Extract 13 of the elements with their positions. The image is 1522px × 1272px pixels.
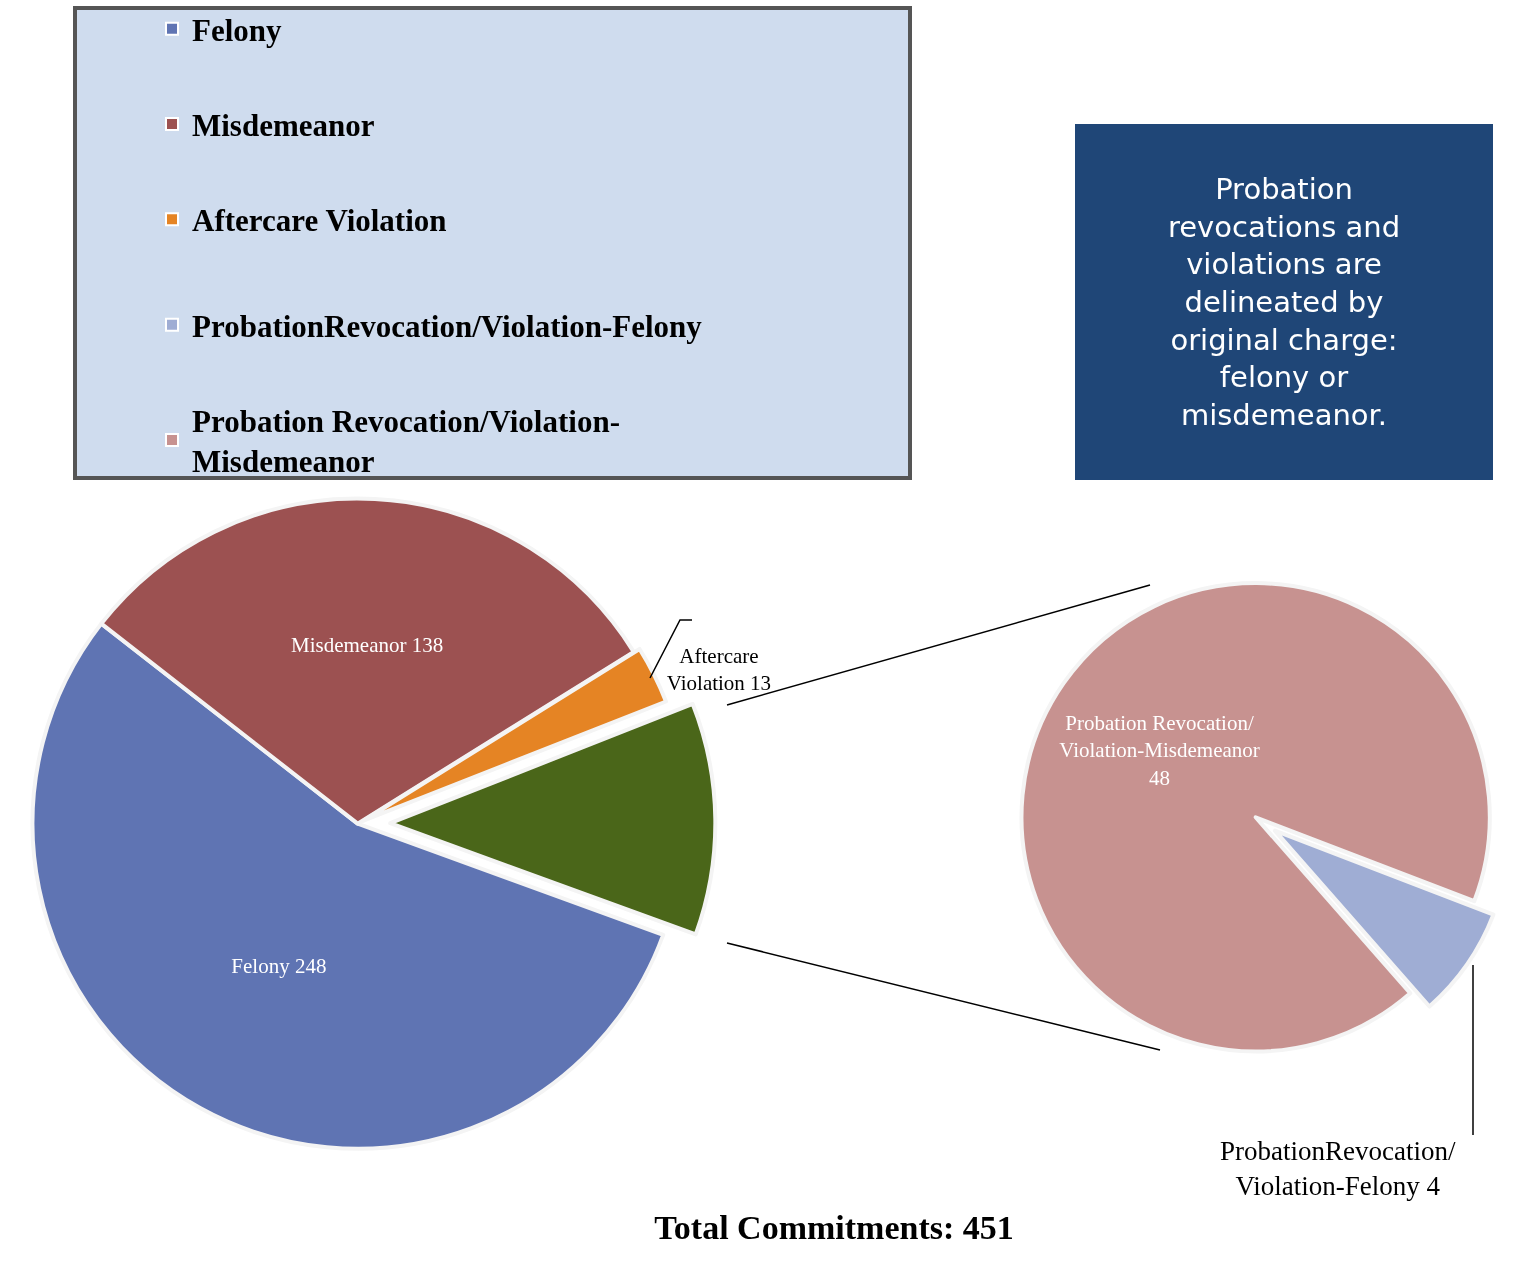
- data-label: 48: [1149, 765, 1171, 790]
- legend-label: Felony: [192, 12, 283, 48]
- category-label: Misdemeanor 138: [291, 633, 444, 658]
- legend-label: Misdemeanor: [192, 108, 375, 144]
- category-label: Felony 248: [231, 953, 327, 978]
- legend-label: Probation Revocation/Violation-Misdemeanor: [192, 404, 620, 480]
- text: Total Commitments: 451: [654, 1209, 1014, 1247]
- category-label: ProbationRevocation/Violation-Felony 4: [1220, 1136, 1456, 1202]
- text: Probation revocations and violations are delineated by original charge: felony or misdemeanor.: [1167, 171, 1401, 433]
- legend-label: ProbationRevocation/Violation-Felony: [192, 308, 703, 344]
- slice-label: Probation Revocation/Violation-Misdemeanor: [1059, 711, 1260, 763]
- legend-label: Aftercare Violation: [192, 203, 447, 239]
- category-label: Aftercare Violation 13: [666, 643, 772, 696]
